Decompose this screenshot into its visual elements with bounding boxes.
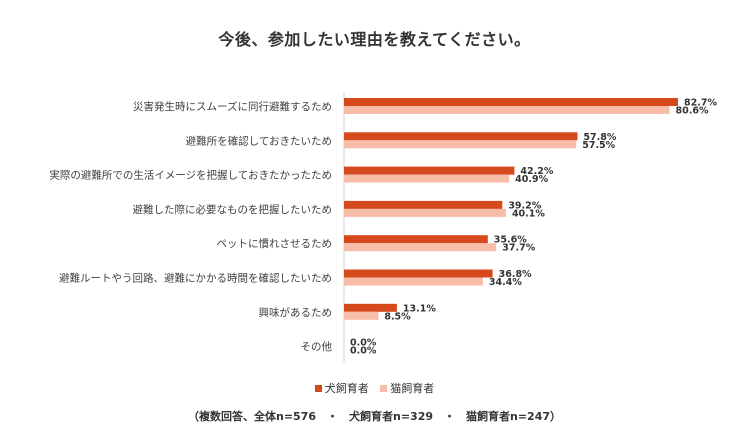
legend-label-cat: 猫飼育者 bbox=[390, 382, 435, 395]
category-label: 実際の避難所での生活イメージを把握しておきたかったため bbox=[49, 169, 332, 182]
data-label-dog: 39.2% bbox=[508, 200, 541, 211]
category-label: 避難所を確認しておきたいため bbox=[186, 134, 332, 147]
bar-dog bbox=[344, 200, 503, 209]
category-label: 災害発生時にスムーズに同行避難するため bbox=[133, 100, 332, 113]
bar-cat bbox=[344, 243, 497, 252]
bar-cat bbox=[344, 140, 577, 149]
data-label-cat: 57.5% bbox=[582, 140, 615, 151]
data-label-dog: 36.8% bbox=[499, 269, 532, 280]
chart-title: 今後、参加したい理由を教えてください。 bbox=[218, 30, 531, 49]
data-label-cat: 8.5% bbox=[384, 311, 411, 322]
category-label: 避難した際に必要なものを把握したいため bbox=[133, 203, 333, 216]
data-label-cat: 37.7% bbox=[502, 243, 535, 254]
legend: 犬飼育者 猫飼育者 bbox=[0, 380, 749, 396]
footnote: （複数回答、全体n=576 ・ 犬飼育者n=329 ・ 猫飼育者n=247） bbox=[187, 410, 562, 423]
bar-dog bbox=[344, 166, 515, 175]
category-label: 避難ルートやう回路、避難にかかる時間を確認したいため bbox=[59, 272, 332, 285]
data-label-dog: 0.0% bbox=[350, 338, 377, 349]
legend-item-cat: 猫飼育者 bbox=[380, 380, 434, 396]
data-label-cat: 80.6% bbox=[676, 106, 709, 117]
bar-cat bbox=[344, 277, 483, 286]
legend-swatch-dog bbox=[314, 384, 322, 392]
data-label-cat: 34.4% bbox=[489, 277, 522, 288]
data-label-dog: 82.7% bbox=[684, 98, 717, 109]
bar-dog bbox=[344, 235, 488, 244]
bar-cat bbox=[344, 106, 670, 114]
bar-dog bbox=[344, 98, 678, 106]
data-label-cat: 40.9% bbox=[515, 174, 548, 185]
data-label-dog: 13.1% bbox=[403, 303, 436, 314]
bar-cat bbox=[344, 208, 506, 217]
data-label-dog: 57.8% bbox=[583, 132, 616, 143]
legend-label-dog: 犬飼育者 bbox=[324, 382, 369, 395]
bar-cat bbox=[344, 174, 510, 183]
data-label-dog: 35.6% bbox=[494, 235, 527, 246]
category-label: 興味があるため bbox=[259, 306, 333, 319]
bar-dog bbox=[344, 132, 578, 141]
bar-dog bbox=[344, 303, 397, 312]
category-label: その他 bbox=[301, 340, 333, 353]
data-label-cat: 40.1% bbox=[512, 208, 545, 219]
data-label-dog: 42.2% bbox=[520, 166, 553, 177]
legend-swatch-cat bbox=[380, 384, 388, 392]
bar-cat bbox=[344, 311, 379, 320]
category-label: ペットに慣れさせるため bbox=[217, 238, 333, 250]
legend-item-dog: 犬飼育者 bbox=[314, 380, 369, 396]
data-label-cat: 0.0% bbox=[350, 346, 377, 357]
bar-dog bbox=[344, 269, 493, 278]
